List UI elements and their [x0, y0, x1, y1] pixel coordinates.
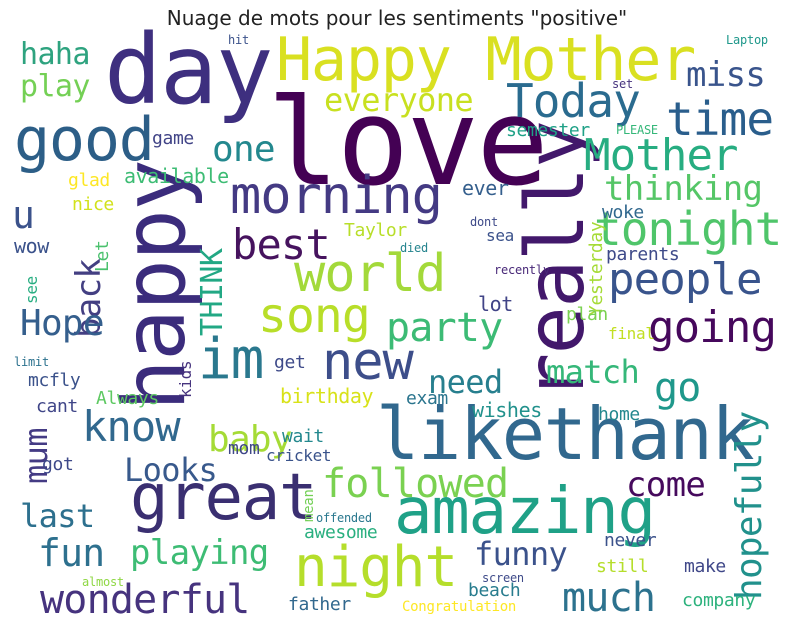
word-yesterday: Yesterday [586, 221, 607, 316]
word-night: night [294, 535, 458, 600]
word-offended: offended [316, 511, 372, 525]
word-final: final [608, 324, 655, 343]
word-screen: screen [482, 571, 524, 585]
word-funny: funny [474, 535, 568, 573]
word-time: time [666, 92, 774, 146]
word-wonderful: wonderful [40, 577, 250, 623]
word-hope: Hope [20, 303, 105, 344]
word-company: company [682, 590, 756, 611]
word-father: father [288, 594, 351, 615]
word-looks: Looks [124, 451, 218, 489]
word-birthday: birthday [280, 384, 374, 408]
word-today: Today [506, 74, 641, 128]
word-get: get [274, 352, 306, 373]
word-make: make [684, 556, 726, 577]
word-nice: nice [72, 194, 114, 215]
word-mean: mean [301, 489, 317, 522]
word-mom: mom [228, 438, 260, 459]
word-great: great [130, 461, 318, 535]
word-much: much [562, 575, 656, 621]
word-lot: lot [478, 292, 513, 316]
word-hit: hit [228, 33, 249, 47]
word-glad: glad [68, 170, 110, 191]
word-match: match [546, 353, 640, 391]
word-congratulation: Congratulation [402, 599, 517, 615]
page-title: Nuage de mots pour les sentiments "posit… [166, 6, 628, 30]
word-u: u [12, 193, 35, 237]
word-tonight: tonight [594, 202, 782, 256]
word-thinking: thinking [604, 169, 763, 209]
word-song: song [258, 288, 371, 344]
word-home: home [598, 404, 640, 425]
word-woke: woke [602, 202, 644, 223]
word-awesome: awesome [304, 522, 378, 543]
word-game: game [152, 128, 194, 149]
word-sea: sea [486, 226, 514, 245]
word-laptop: Laptop [726, 33, 768, 47]
word-always: Always [96, 388, 159, 409]
word-people: people [608, 254, 763, 305]
word-likethank: likethank [376, 392, 755, 476]
word-never: never [604, 530, 657, 551]
word-happy-mother: Happy Mother [276, 25, 696, 95]
word-good: good [14, 105, 155, 175]
word-got: got [42, 454, 74, 475]
word-day: day [104, 14, 274, 126]
word-taylor: Taylor [344, 220, 407, 241]
word-play: play [20, 69, 90, 104]
word-set: set [612, 77, 633, 91]
word-need: need [428, 363, 503, 401]
word-please: PLEASE [616, 123, 658, 137]
word-still: still [596, 556, 649, 577]
word-wait: wait [282, 426, 324, 447]
word-world: world [294, 244, 446, 304]
word-ever: ever [462, 176, 509, 200]
word-almost: almost [82, 575, 124, 589]
word-wow: wow [14, 234, 49, 258]
word-last: last [20, 497, 95, 535]
word-cloud: love day Happy Mother happy really likethank a… [12, 22, 782, 621]
word-im: im [198, 327, 264, 392]
word-available: available [124, 164, 229, 188]
word-miss: miss [686, 55, 766, 95]
word-kids: kids [176, 360, 195, 398]
word-cant: cant [36, 396, 78, 417]
word-recently: recently [494, 263, 550, 277]
word-new: new [322, 332, 414, 392]
word-come: come [626, 465, 706, 505]
word-semester: semester [506, 120, 590, 141]
word-party: party [386, 305, 503, 351]
word-limit: limit [14, 355, 49, 369]
word-mother: Mother [584, 130, 739, 181]
word-best: best [232, 220, 331, 269]
word-plan: plan [566, 304, 608, 325]
word-going: going [648, 302, 777, 353]
word-go: go [654, 365, 701, 411]
word-died: died [400, 241, 428, 255]
word-fun: fun [38, 531, 105, 575]
word-love: love [267, 74, 549, 213]
word-exam: exam [406, 388, 448, 409]
word-playing: playing [130, 533, 269, 573]
word-everyone: everyone [324, 81, 474, 119]
word-know: know [82, 402, 181, 451]
word-followed: followed [322, 461, 509, 507]
word-one: one [212, 129, 276, 170]
word-think: THINK [195, 248, 230, 336]
word-let: Let [92, 240, 113, 272]
word-hopefully: hopefully [729, 411, 770, 600]
word-amazing: amazing [394, 475, 656, 549]
word-parents: parents [606, 244, 680, 265]
word-morning: morning [230, 166, 443, 226]
word-baby: baby [208, 419, 293, 460]
word-cricket: cricket [266, 446, 332, 465]
word-beach: beach [468, 580, 521, 601]
word-see: see [22, 276, 41, 304]
word-dont: dont [470, 215, 498, 229]
word-mcfly: mcfly [28, 370, 81, 391]
word-haha: haha [20, 37, 90, 72]
word-wishes: wishes [472, 398, 542, 422]
